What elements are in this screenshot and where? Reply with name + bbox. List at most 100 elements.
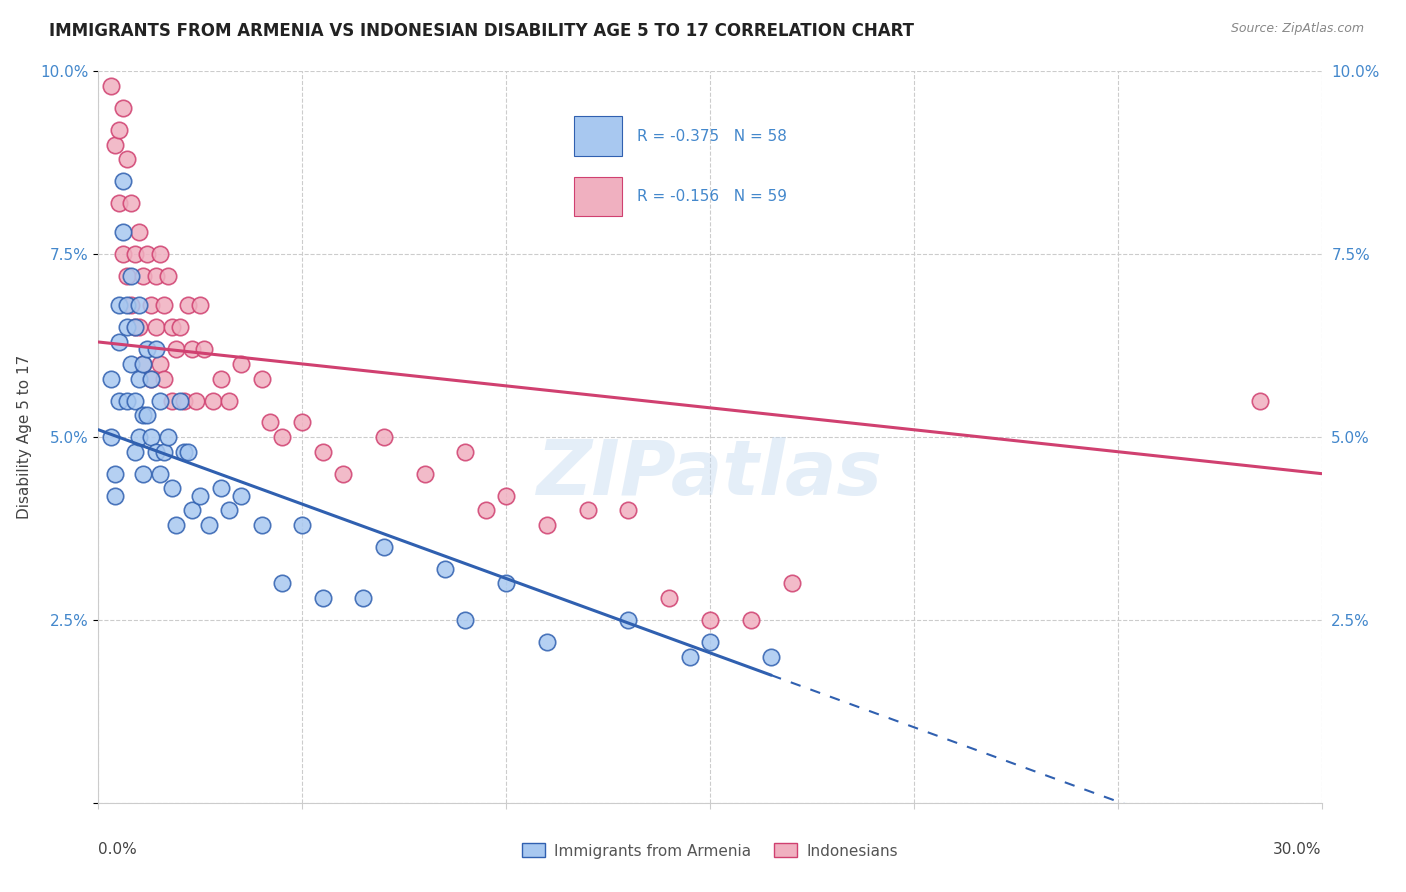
Point	[141, 371, 163, 385]
Point	[1249, 393, 1271, 408]
Point	[108, 196, 131, 211]
Point	[156, 269, 179, 284]
Point	[197, 517, 219, 532]
Point	[120, 298, 142, 312]
Point	[136, 247, 159, 261]
Point	[495, 576, 517, 591]
Point	[152, 444, 174, 458]
Point	[132, 408, 155, 422]
Point	[120, 357, 142, 371]
Point	[136, 408, 159, 422]
Point	[104, 489, 127, 503]
Text: ZIPatlas: ZIPatlas	[537, 437, 883, 510]
Point	[136, 343, 159, 357]
Y-axis label: Disability Age 5 to 17: Disability Age 5 to 17	[17, 355, 32, 519]
Point	[617, 613, 640, 627]
Point	[141, 298, 163, 312]
Point	[218, 503, 240, 517]
Point	[218, 393, 240, 408]
Point	[132, 269, 155, 284]
Point	[209, 481, 232, 495]
Point	[188, 298, 212, 312]
Point	[699, 613, 721, 627]
Point	[209, 371, 232, 385]
Point	[740, 613, 762, 627]
Point	[352, 591, 374, 605]
Point	[128, 298, 150, 312]
Point	[201, 393, 224, 408]
Point	[108, 393, 131, 408]
Point	[165, 517, 187, 532]
Point	[128, 225, 150, 239]
Point	[780, 576, 803, 591]
Point	[124, 320, 146, 334]
Point	[373, 540, 395, 554]
Point	[124, 320, 146, 334]
Point	[124, 393, 146, 408]
Point	[169, 320, 191, 334]
Point	[120, 269, 142, 284]
Point	[145, 269, 167, 284]
Point	[699, 635, 721, 649]
Point	[108, 123, 131, 137]
Text: IMMIGRANTS FROM ARMENIA VS INDONESIAN DISABILITY AGE 5 TO 17 CORRELATION CHART: IMMIGRANTS FROM ARMENIA VS INDONESIAN DI…	[49, 22, 914, 40]
Point	[111, 247, 134, 261]
Point	[454, 613, 477, 627]
Point	[312, 444, 335, 458]
Point	[270, 430, 294, 444]
Point	[536, 635, 558, 649]
Point	[312, 591, 335, 605]
Point	[193, 343, 215, 357]
Point	[576, 503, 599, 517]
Point	[149, 357, 172, 371]
Point	[115, 393, 138, 408]
Point	[169, 393, 191, 408]
Point	[145, 343, 167, 357]
Point	[186, 393, 208, 408]
Point	[181, 503, 204, 517]
Point	[434, 562, 457, 576]
Point	[128, 430, 150, 444]
Point	[181, 343, 204, 357]
Point	[160, 481, 183, 495]
Point	[413, 467, 436, 481]
Point	[165, 343, 187, 357]
Point	[132, 467, 155, 481]
Point	[156, 430, 179, 444]
Point	[141, 430, 163, 444]
Point	[115, 320, 138, 334]
Point	[100, 430, 122, 444]
Point	[149, 393, 172, 408]
Point	[124, 444, 146, 458]
Point	[111, 174, 134, 188]
Point	[761, 649, 783, 664]
Point	[100, 371, 122, 385]
Point	[270, 576, 294, 591]
Point	[149, 247, 172, 261]
Point	[149, 467, 172, 481]
Point	[132, 357, 155, 371]
Point	[332, 467, 354, 481]
Point	[177, 298, 200, 312]
Point	[177, 444, 200, 458]
Point	[100, 78, 122, 93]
Point	[188, 489, 212, 503]
Point	[115, 269, 138, 284]
Point	[152, 371, 174, 385]
Point	[104, 467, 127, 481]
Point	[173, 444, 195, 458]
Point	[128, 320, 150, 334]
Text: 30.0%: 30.0%	[1274, 842, 1322, 856]
Point	[617, 503, 640, 517]
Point	[454, 444, 477, 458]
Point	[536, 517, 558, 532]
Point	[250, 517, 273, 532]
Point	[259, 416, 281, 430]
Point	[104, 137, 127, 152]
Point	[128, 371, 150, 385]
Point	[373, 430, 395, 444]
Point	[120, 196, 142, 211]
Point	[145, 444, 167, 458]
Point	[124, 247, 146, 261]
Point	[111, 225, 134, 239]
